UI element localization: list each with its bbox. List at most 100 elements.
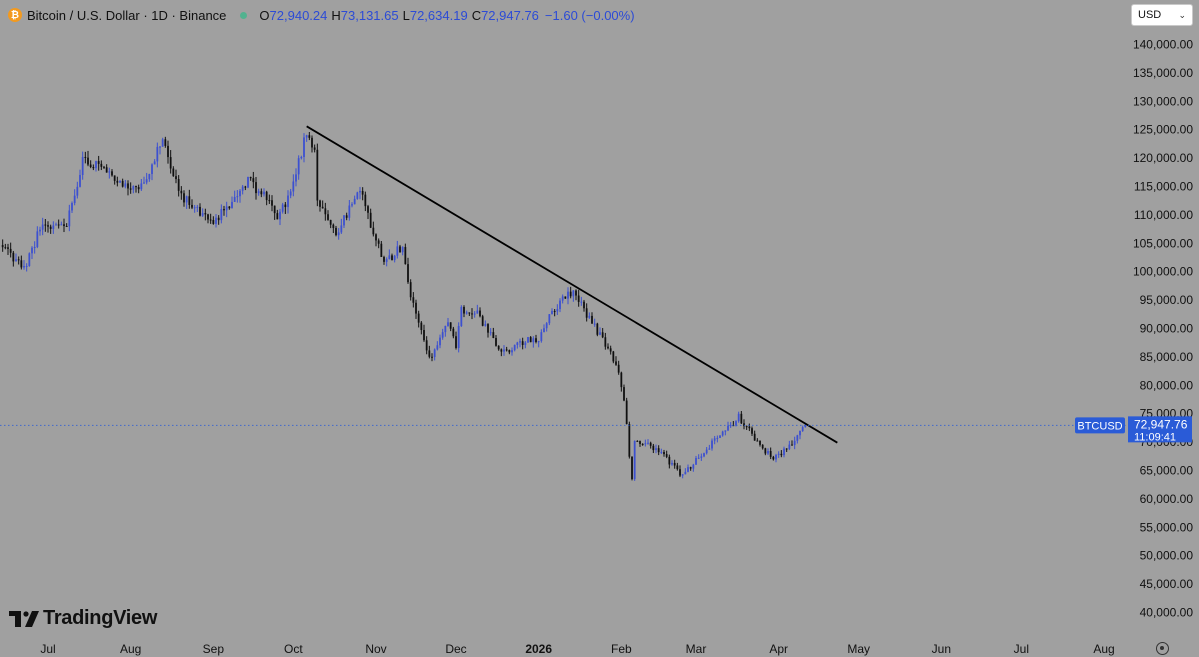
candle-body: [548, 314, 551, 324]
candle-body: [36, 231, 39, 247]
candle-body: [463, 306, 465, 314]
candle-body: [228, 206, 231, 209]
candle-body: [57, 224, 60, 226]
candle-body: [303, 137, 305, 157]
candle-body: [193, 207, 196, 209]
candle-body: [748, 426, 751, 429]
candle-body: [689, 467, 692, 469]
candle-body: [465, 312, 468, 314]
y-axis-tick-label: 50,000.00: [1140, 549, 1194, 563]
candle-body: [567, 291, 569, 299]
candle-body: [641, 443, 644, 445]
candle-body: [791, 444, 793, 446]
candle-body: [332, 224, 335, 228]
x-axis-tick-label: Apr: [769, 642, 788, 656]
candle-body: [292, 181, 295, 192]
candle-body: [337, 232, 340, 236]
candle-body: [529, 337, 532, 343]
candle-body: [703, 453, 705, 457]
low-label: L: [402, 7, 410, 23]
candle-body: [127, 183, 129, 189]
candle-body: [636, 440, 639, 442]
candle-body: [713, 438, 716, 441]
candle-body: [497, 345, 500, 350]
candle-body: [135, 186, 137, 188]
y-axis-tick-label: 105,000.00: [1133, 236, 1193, 250]
symbol-title[interactable]: Bitcoin / U.S. Dollar · 1D · Binance: [27, 7, 227, 23]
candle-body: [729, 425, 732, 427]
candle-body: [655, 448, 657, 451]
candle-body: [737, 413, 740, 422]
candle-body: [271, 200, 273, 206]
open-value: 72,940.24: [269, 7, 328, 23]
x-axis-tick-label: Jul: [1014, 642, 1029, 656]
candle-body: [580, 301, 583, 303]
tradingview-logo[interactable]: TradingView: [9, 607, 157, 630]
close-label: C: [471, 7, 482, 23]
candle-body: [212, 220, 215, 224]
candle-body: [559, 300, 561, 310]
candle-body: [167, 145, 169, 158]
x-axis-tick-label: 2026: [525, 642, 552, 656]
x-axis-tick-label: Jun: [932, 642, 951, 656]
candle-body: [244, 186, 247, 188]
ticker-label-box: [1075, 417, 1125, 434]
candle-body: [156, 146, 159, 162]
candle-body: [673, 462, 676, 466]
candle-body: [119, 180, 121, 183]
candle-body: [201, 213, 204, 216]
candle-body: [324, 208, 327, 215]
candle-body: [428, 350, 431, 357]
candle-body: [348, 205, 351, 218]
tradingview-mark-icon: [9, 610, 39, 627]
candle-body: [569, 291, 572, 297]
candle-body: [151, 164, 153, 175]
candle-body: [169, 157, 172, 169]
candle-body: [236, 196, 239, 198]
settings-icon[interactable]: [1156, 642, 1169, 655]
candle-body: [47, 225, 49, 227]
candle-body: [409, 282, 412, 298]
candle-body: [799, 430, 801, 436]
candle-body: [71, 203, 73, 211]
candle-body: [25, 265, 28, 267]
candle-body: [521, 341, 524, 345]
candle-body: [255, 182, 257, 194]
candle-body: [759, 440, 761, 445]
candle-body: [20, 260, 23, 268]
candle-body: [441, 332, 444, 338]
candle-body: [407, 264, 409, 283]
candle-body: [367, 206, 369, 213]
candle-body: [692, 464, 695, 469]
bitcoin-icon: ₿: [8, 8, 22, 22]
candle-body: [455, 336, 457, 348]
candle-body: [92, 166, 95, 169]
candle-body: [716, 437, 719, 439]
high-label: H: [331, 7, 341, 23]
candle-body: [177, 179, 180, 191]
candle-body: [639, 441, 641, 444]
candle-body: [65, 226, 68, 228]
price-tag-value: 72,947.76: [1134, 417, 1188, 431]
x-axis-tick-label: Feb: [611, 642, 632, 656]
candle-body: [532, 338, 535, 343]
y-axis-tick-label: 135,000.00: [1133, 66, 1193, 80]
currency-select[interactable]: USD ⌄: [1131, 4, 1193, 26]
candle-body: [159, 146, 161, 148]
candle-body: [420, 322, 423, 331]
market-status-dot-icon: [240, 11, 248, 19]
y-axis-tick-label: 120,000.00: [1133, 151, 1193, 165]
candle-body: [543, 328, 545, 333]
candle-body: [503, 349, 505, 352]
candle-body: [511, 350, 513, 353]
candle-body: [249, 176, 252, 179]
candle-body: [263, 191, 265, 195]
candle-body: [281, 204, 284, 212]
candle-body: [535, 338, 537, 343]
candle-body: [231, 201, 233, 209]
candle-body: [113, 175, 116, 181]
candle-body: [252, 178, 255, 183]
candle-body: [665, 454, 668, 457]
candle-body: [751, 428, 753, 434]
